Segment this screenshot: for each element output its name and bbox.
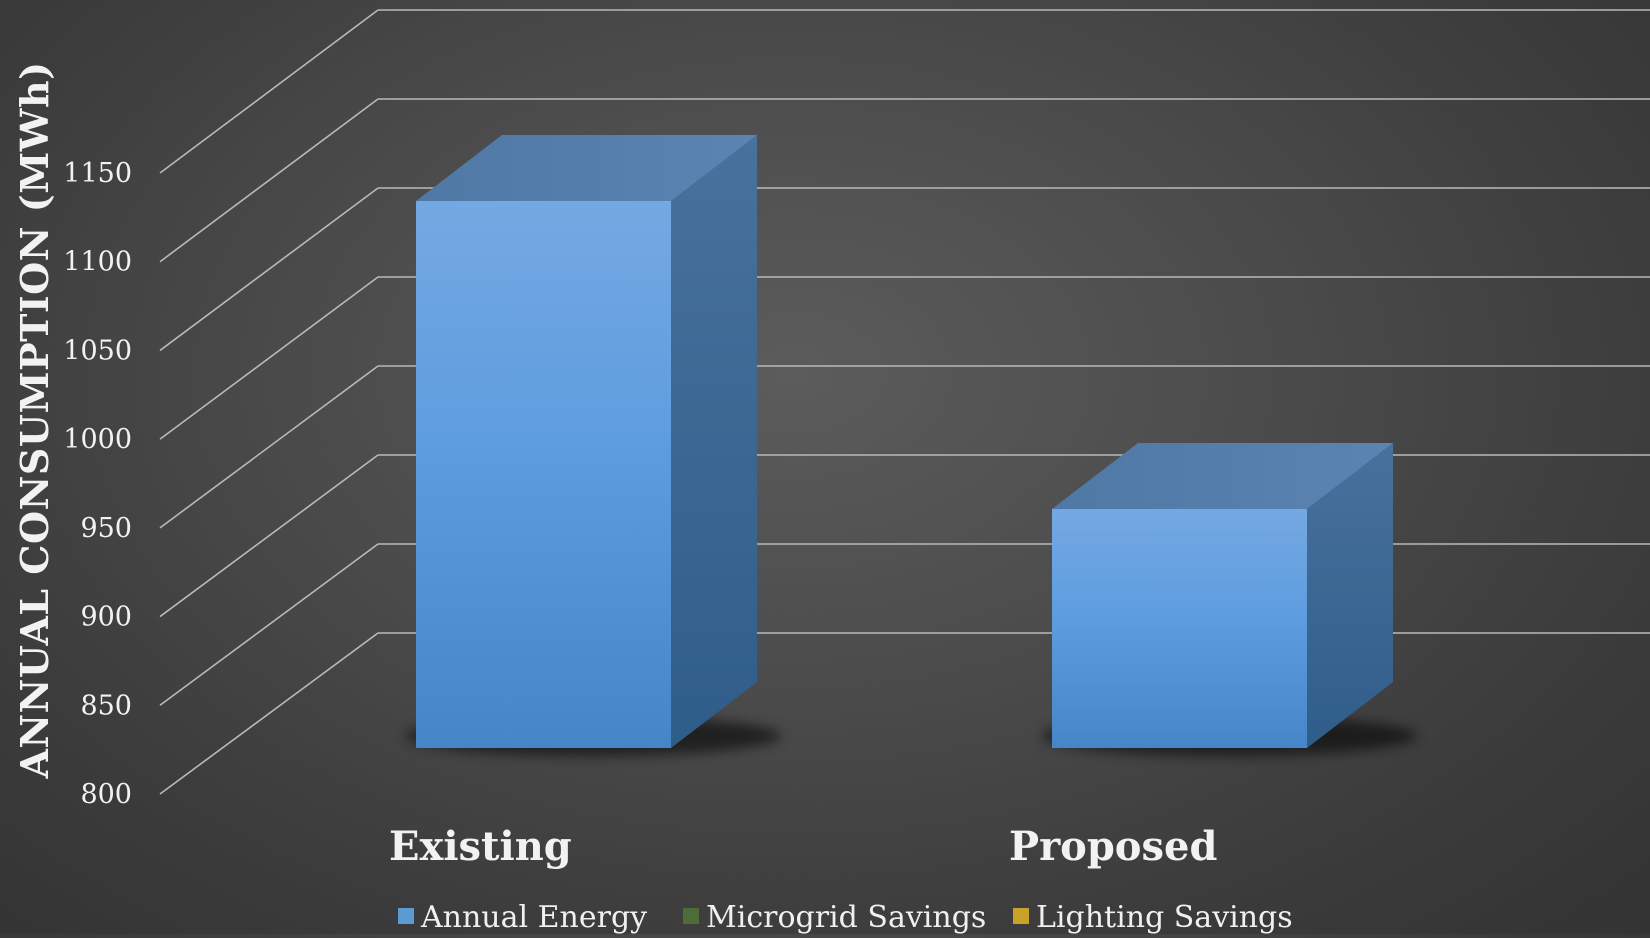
bar-top-face <box>416 135 757 201</box>
y-tick-label: 950 <box>80 513 132 544</box>
x-category-label: Existing <box>389 823 572 870</box>
gridline-diagonal-1000 <box>159 276 379 440</box>
legend-label: Annual Energy <box>420 900 647 934</box>
bar-front-face <box>416 201 671 748</box>
gridline-diagonal-850 <box>159 543 379 706</box>
x-category-label: Proposed <box>1009 823 1217 870</box>
gridline-diagonal-950 <box>159 365 379 529</box>
gridline-diagonal-1100 <box>159 98 379 263</box>
legend: Annual Energy Microgrid Savings Lighting S… <box>398 900 1293 935</box>
gridline-diagonal-900 <box>159 454 379 618</box>
legend-item: Microgrid Savings <box>683 900 986 935</box>
legend-swatch <box>398 908 414 924</box>
legend-label: Microgrid Savings <box>706 900 986 934</box>
y-tick-label: 1100 <box>63 247 132 278</box>
y-axis-label: ANNUAL CONSUMPTION (MWh) <box>12 61 57 779</box>
y-tick-label: 1050 <box>63 335 132 366</box>
y-axis-ticks: 800 850 900 950 1000 1050 1100 1150 <box>63 158 132 810</box>
bar-existing <box>406 135 781 756</box>
gridlines <box>159 9 1650 795</box>
y-tick-label: 800 <box>80 779 132 810</box>
gridline-diagonal-1050 <box>159 187 379 352</box>
bar-top-face <box>1052 443 1393 510</box>
legend-item: Lighting Savings <box>1013 900 1293 935</box>
y-tick-label: 900 <box>80 602 132 633</box>
legend-label: Lighting Savings <box>1036 900 1293 934</box>
y-tick-label: 1150 <box>63 158 132 189</box>
bar-front-face <box>1052 509 1307 748</box>
x-axis-categories: Existing Proposed <box>389 823 1217 870</box>
y-tick-label: 850 <box>80 690 132 721</box>
bar-proposed <box>1042 443 1417 756</box>
y-tick-label: 1000 <box>63 424 132 455</box>
gridline-diagonal-1150 <box>159 9 379 174</box>
legend-item: Annual Energy <box>398 900 647 935</box>
bars <box>406 135 1417 756</box>
bar-side-face <box>671 135 757 748</box>
legend-swatch <box>1013 908 1029 924</box>
legend-swatch <box>683 908 699 924</box>
gridline-diagonal-800 <box>159 632 379 795</box>
bar-side-face <box>1307 443 1393 748</box>
